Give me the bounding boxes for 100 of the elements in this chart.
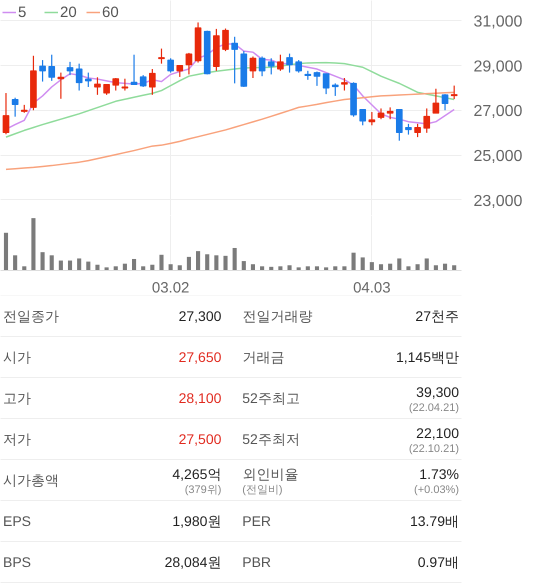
candlestick [314, 70, 320, 86]
candlestick [84, 72, 92, 88]
category-label: 고가 [3, 390, 31, 406]
bar [168, 264, 173, 270]
candlestick [442, 94, 448, 111]
category-label: 전일거래량 [242, 308, 312, 324]
category-label: 시가총액 [3, 472, 59, 488]
bar [132, 258, 136, 270]
candlestick [268, 58, 275, 76]
category-label: 52주최고 [242, 390, 300, 406]
text: 1,145백만 [396, 349, 460, 365]
candlestick [122, 78, 128, 92]
line-series [5, 92, 455, 170]
y-tick-label: 31,000 [474, 14, 523, 31]
candlestick [386, 106, 394, 120]
bar [50, 255, 54, 270]
bar [58, 260, 63, 270]
category-label: PBR [242, 554, 272, 570]
candlestick [378, 108, 384, 120]
candlestick [130, 54, 138, 86]
text: 27,650 [178, 349, 222, 365]
bar [40, 252, 45, 270]
category-label: BPS [3, 554, 32, 570]
bar [378, 264, 384, 270]
text: 1,980원 [172, 513, 222, 529]
candlestick [450, 85, 458, 100]
candlestick [359, 108, 366, 126]
category-label: 시가 [3, 349, 31, 365]
candlestick [423, 108, 430, 134]
candlestick [94, 76, 101, 96]
text: 28,100 [178, 390, 222, 406]
bar [352, 252, 356, 270]
bar [205, 254, 210, 270]
bar [232, 248, 237, 270]
candlestick [12, 97, 18, 118]
bar [31, 218, 36, 270]
y-tick-label: 29,000 [474, 58, 523, 76]
candlestick [250, 56, 256, 79]
bar [77, 258, 82, 270]
bar [95, 264, 100, 270]
candlestick [158, 48, 165, 64]
candlestick [322, 73, 330, 95]
legend-label: 5 [18, 4, 28, 20]
candlestick [222, 28, 229, 52]
x-tick-label: 04.03 [353, 280, 391, 296]
bar [4, 232, 8, 270]
candlestick [39, 59, 46, 82]
candlestick [186, 52, 192, 76]
candlestick [432, 88, 440, 114]
bar [214, 255, 218, 270]
text: 28,084원 [164, 554, 222, 570]
candlestick [112, 77, 120, 92]
candlestick [149, 68, 156, 96]
text: 27,500 [178, 431, 222, 447]
candlestick [167, 58, 174, 74]
candlestick [231, 36, 238, 84]
bar [178, 265, 182, 270]
candlestick [140, 74, 147, 88]
category-label: 거래금 [242, 349, 284, 365]
text: 39,300 (22.04.21) [408, 384, 460, 414]
candlestick [48, 54, 56, 82]
candlestick [341, 77, 348, 92]
text: 22,100 (22.10.21) [408, 425, 460, 455]
bar [122, 264, 127, 270]
legend-label: 20 [60, 4, 78, 20]
text: 13.79배 [410, 513, 460, 529]
candlestick [304, 70, 312, 80]
text: 27,300 [178, 308, 222, 324]
category-label: EPS [3, 513, 32, 529]
bar [242, 261, 246, 270]
bar [370, 262, 374, 270]
bar [114, 266, 118, 270]
candlestick [405, 123, 412, 136]
bar [388, 264, 392, 270]
category-label: PER [242, 513, 272, 529]
x-tick-label: 03.02 [152, 280, 190, 296]
candlestick [368, 111, 376, 126]
text: 27천주 [415, 308, 460, 324]
bar [159, 254, 164, 270]
bar [397, 258, 402, 270]
bar [424, 258, 429, 270]
text: 1.73% (+0.03%) [414, 466, 460, 496]
category-label: 전일종가 [3, 308, 59, 324]
candlestick [103, 84, 110, 96]
y-tick-label: 25,000 [474, 148, 523, 166]
bar [150, 264, 154, 270]
bar [333, 266, 338, 270]
candlestick [295, 59, 302, 74]
category-label: 저가 [3, 431, 31, 447]
bar [22, 266, 26, 270]
candlestick [277, 54, 284, 72]
bar [269, 266, 274, 270]
bar [250, 264, 256, 270]
bar [223, 256, 228, 270]
candlestick [76, 63, 82, 92]
text: 0.97배 [418, 554, 459, 570]
candlestick [286, 53, 293, 74]
bar [86, 262, 90, 270]
bar [442, 264, 448, 270]
candlestick [66, 61, 74, 76]
